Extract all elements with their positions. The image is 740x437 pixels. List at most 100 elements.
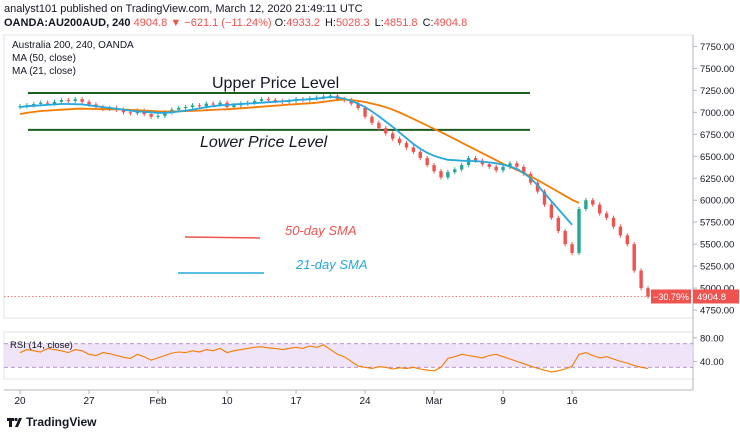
legend-ma21: MA (21, close): [12, 66, 76, 77]
candle-body: [177, 107, 181, 110]
candle-body: [639, 270, 643, 289]
candle-body: [218, 102, 222, 105]
candle-body: [646, 288, 650, 297]
candle-body: [522, 166, 526, 174]
y-tick-label: 5000.00: [700, 284, 734, 295]
candle-body: [446, 172, 450, 178]
candle-body: [384, 128, 388, 134]
x-tick-label: Mar: [425, 396, 443, 407]
candle-body: [508, 163, 512, 167]
candle-body: [611, 217, 616, 227]
down-arrow-icon: ▼: [170, 17, 182, 29]
candle-body: [32, 103, 36, 106]
price-pane: [3, 34, 694, 319]
last-price-badge: [693, 289, 739, 304]
candle-body: [52, 101, 57, 104]
rsi-legend: RSI (14, close): [10, 340, 73, 351]
candle-body: [411, 147, 416, 152]
candle-body: [473, 158, 478, 161]
candle-body: [618, 226, 623, 236]
symbol-line: OANDA:AU200AUD, 240 4904.8 ▼ −621.1 (−11…: [4, 17, 468, 29]
candle-body: [190, 105, 195, 108]
candle-body: [515, 163, 519, 167]
candle-body: [259, 99, 264, 101]
pct-badge-text: −30.79%: [653, 292, 689, 302]
sma50-label: 50-day SMA: [285, 223, 357, 238]
y-tick-label: 6750.00: [700, 130, 734, 141]
open-value: 4933.2: [286, 17, 320, 29]
y-tick-label: 6500.00: [700, 152, 734, 163]
rsi-tick-label: 80.00: [700, 333, 724, 344]
candle-body: [204, 103, 209, 107]
candle-body: [45, 102, 50, 104]
candle-body: [66, 100, 71, 102]
y-tick-label: 7000.00: [700, 108, 734, 119]
candle-body: [59, 100, 64, 102]
rsi-tick-label: 40.00: [700, 357, 724, 368]
candle-body: [501, 166, 505, 171]
candle-body: [453, 169, 457, 173]
symbol: OANDA:AU200AUD, 240: [4, 17, 131, 29]
candle-body: [459, 165, 464, 170]
candle-body: [577, 209, 581, 253]
candle-body: [597, 204, 602, 214]
candle-body: [494, 166, 498, 171]
candle-body: [584, 200, 588, 210]
candle-body: [632, 244, 636, 271]
candle-body: [149, 114, 153, 117]
candle-body: [211, 103, 215, 105]
rsi-line: [19, 344, 649, 373]
x-tick-label: 20: [14, 396, 26, 407]
candle-body: [563, 230, 567, 245]
y-tick-label: 6000.00: [700, 196, 734, 207]
tradingview-logo[interactable]: TradingView: [6, 415, 96, 429]
candle-body: [425, 158, 429, 166]
upper-level-label: Upper Price Level: [212, 75, 339, 92]
candle-body: [232, 105, 236, 108]
candle-body: [273, 100, 278, 102]
change: −621.1 (−11.24%): [184, 17, 272, 29]
x-tick-label: 10: [221, 396, 233, 407]
x-tick-label: 9: [500, 396, 506, 407]
low-value: 4851.8: [383, 17, 418, 29]
y-tick-label: 7750.00: [700, 42, 734, 53]
candle-body: [390, 133, 395, 139]
publisher-line: analyst101 published on TradingView.com,…: [4, 3, 363, 15]
x-tick-label: 24: [359, 396, 371, 407]
x-tick-label: Feb: [149, 396, 167, 407]
y-tick-label: 5500.00: [700, 240, 734, 251]
candle-body: [128, 112, 133, 114]
y-tick-label: 5750.00: [700, 218, 734, 229]
close-value: 4904.8: [433, 17, 468, 29]
candle-body: [377, 122, 381, 129]
y-tick-label: 6250.00: [700, 174, 734, 185]
ma50-line: [19, 98, 580, 204]
candle-body: [39, 102, 43, 104]
candle-body: [439, 171, 443, 178]
x-tick-label: 16: [567, 396, 579, 407]
last-price: 4904.8: [133, 17, 168, 29]
candle-body: [266, 99, 271, 101]
sma21-label: 21-day SMA: [295, 257, 368, 272]
x-tick-label: 27: [83, 396, 95, 407]
y-tick-label: 5250.00: [700, 262, 734, 273]
chart-title: Australia 200, 240, OANDA: [12, 40, 134, 51]
candle-body: [356, 103, 360, 108]
candle-body: [556, 217, 560, 231]
rsi-band: [4, 343, 693, 368]
candle-body: [370, 116, 374, 123]
candle-body: [549, 204, 554, 218]
brand-text: TradingView: [26, 415, 97, 429]
candle-body: [80, 99, 84, 102]
candle-body: [73, 99, 77, 101]
high-value: 5028.3: [335, 17, 370, 29]
tradingview-icon: [7, 417, 22, 427]
sma50-sample-line: [184, 236, 261, 239]
candle-body: [156, 115, 160, 117]
pct-badge: [651, 289, 691, 304]
candle-body: [121, 109, 126, 113]
last-price-badge-text: 4904.8: [697, 292, 726, 303]
candle-body: [418, 151, 422, 159]
candle-body: [197, 105, 202, 107]
